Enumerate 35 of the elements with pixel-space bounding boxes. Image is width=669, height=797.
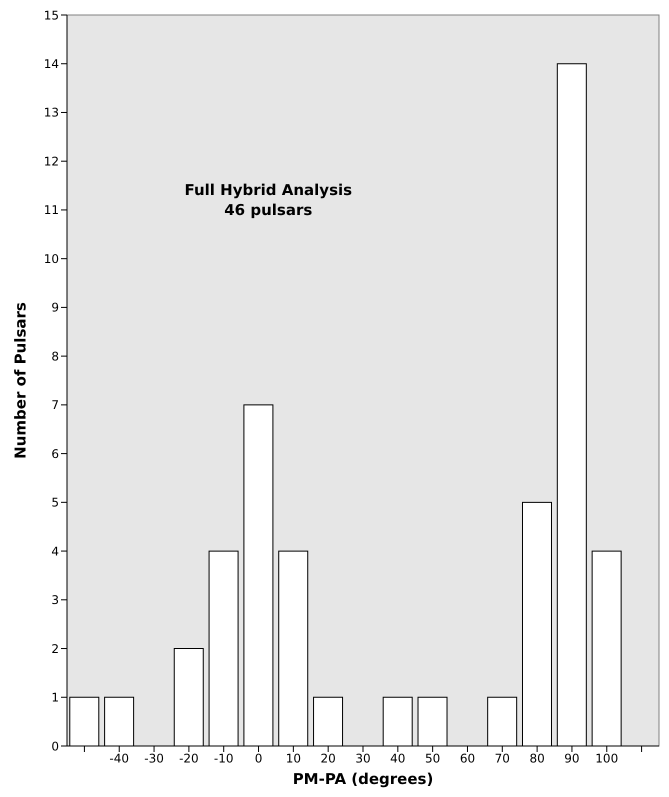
y-tick-label: 15 (44, 8, 59, 22)
y-tick-label: 6 (51, 446, 59, 461)
x-tick-label: -30 (144, 752, 164, 766)
x-tick-label: 70 (494, 752, 510, 766)
y-tick-label: 10 (44, 252, 59, 266)
x-tick-label: 90 (564, 752, 580, 766)
y-tick-label: 12 (44, 154, 59, 168)
y-tick-label: 5 (51, 496, 59, 510)
x-tick-label: -20 (179, 752, 199, 766)
x-tick-label: 20 (320, 752, 336, 766)
y-tick-label: 2 (51, 642, 59, 656)
x-tick-label: 30 (355, 752, 371, 766)
x-tick-label: 10 (286, 752, 301, 766)
y-tick-label: 9 (51, 300, 59, 315)
y-tick-label: 14 (44, 56, 59, 71)
x-tick-label: 40 (390, 752, 406, 766)
y-axis-title: Number of Pulsars (11, 302, 30, 459)
y-tick-label: 7 (51, 398, 59, 412)
x-tick-label: -40 (109, 752, 130, 766)
y-tick-label: 13 (44, 106, 59, 120)
y-tick-label: 3 (51, 593, 59, 608)
annotation: 46 pulsars (224, 201, 312, 219)
x-tick-label: 0 (254, 752, 262, 766)
x-tick-label: 80 (529, 752, 545, 766)
x-tick-label: -10 (214, 752, 234, 766)
y-tick-label: 11 (44, 203, 59, 218)
y-tick-label: 1 (51, 690, 59, 705)
y-tick-label: 8 (51, 349, 59, 364)
x-tick-label: 100 (595, 752, 618, 766)
y-tick-label: 0 (51, 739, 59, 754)
x-tick-label: 50 (425, 752, 440, 766)
annotation: Full Hybrid Analysis (184, 181, 352, 199)
x-axis-title: PM-PA (degrees) (292, 770, 434, 788)
y-tick-label: 4 (51, 544, 59, 558)
x-tick-label: 60 (460, 752, 476, 766)
